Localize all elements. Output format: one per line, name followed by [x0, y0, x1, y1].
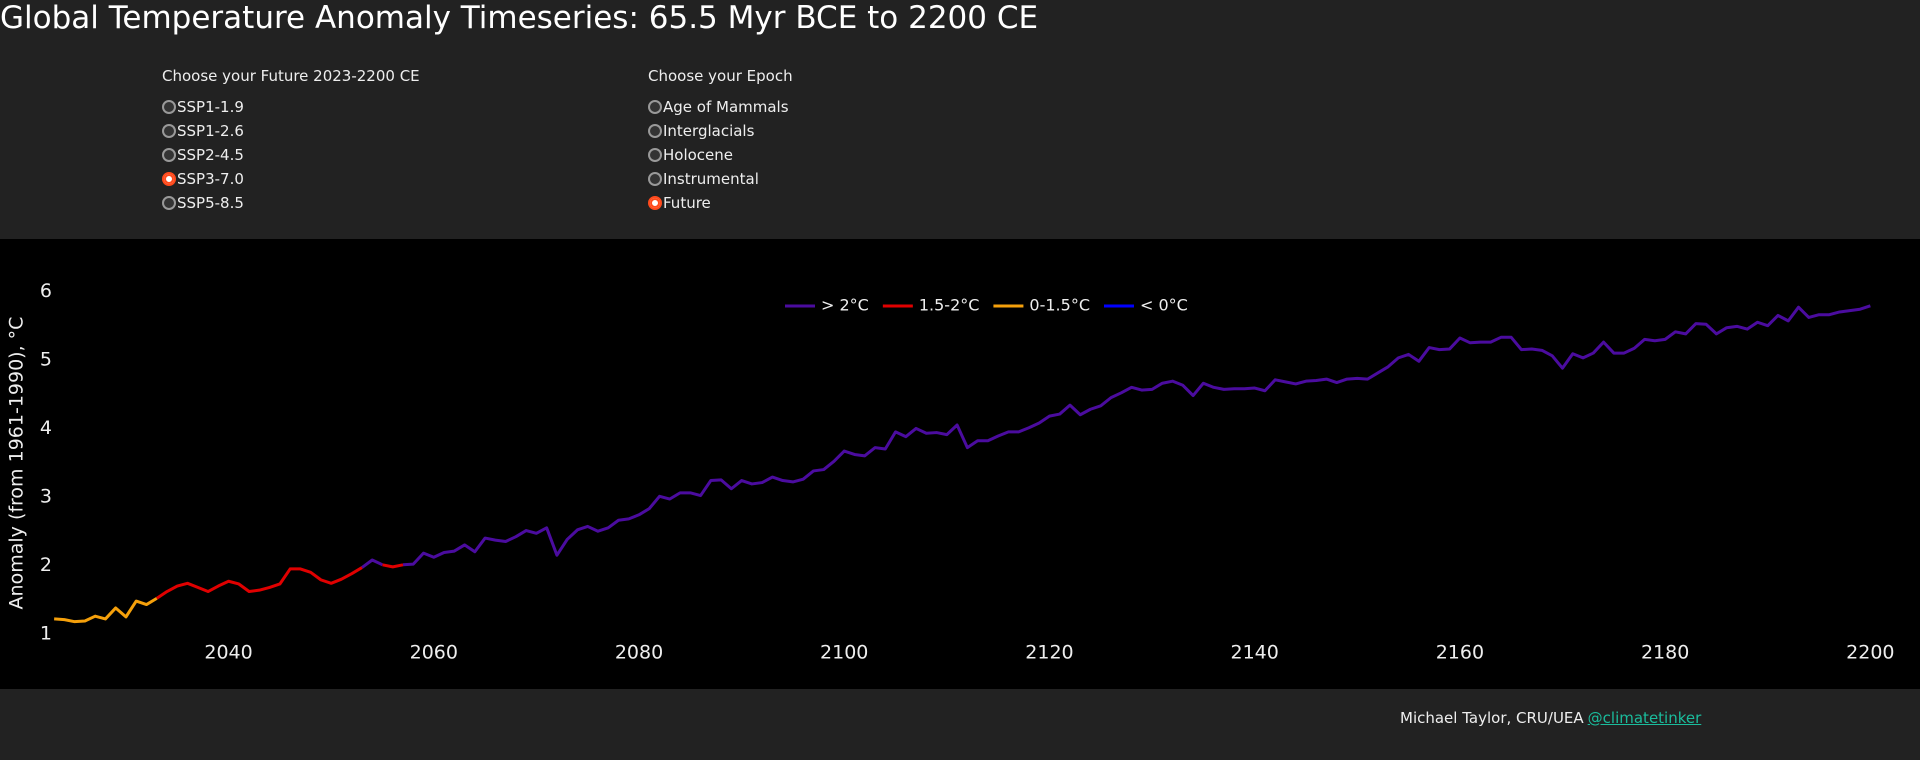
legend-label: 0-1.5°C	[1029, 296, 1090, 315]
credit: Michael Taylor, CRU/UEA @climatetinker	[1400, 709, 1701, 727]
x-tick-label: 2100	[820, 642, 868, 664]
radio-label[interactable]: SSP1-1.9	[177, 98, 244, 116]
radio-option[interactable]: Holocene	[648, 143, 793, 167]
series-line	[361, 304, 1871, 569]
y-tick-label: 4	[40, 417, 52, 439]
y-tick-label: 2	[40, 554, 52, 576]
credit-text: Michael Taylor, CRU/UEA	[1400, 709, 1584, 727]
radio-label[interactable]: SSP1-2.6	[177, 122, 244, 140]
radio-button[interactable]	[162, 124, 176, 138]
radio-button[interactable]	[162, 172, 176, 186]
x-tick-label: 2120	[1025, 642, 1073, 664]
x-tick-label: 2140	[1231, 642, 1279, 664]
radio-label[interactable]: SSP5-8.5	[177, 194, 244, 212]
x-tick-label: 2160	[1436, 642, 1484, 664]
radio-option[interactable]: Age of Mammals	[648, 95, 793, 119]
x-tick-label: 2080	[615, 642, 663, 664]
page-title: Global Temperature Anomaly Timeseries: 6…	[0, 0, 1039, 36]
radio-option[interactable]: SSP1-2.6	[162, 119, 420, 143]
radio-button[interactable]	[648, 172, 662, 186]
radio-label[interactable]: Holocene	[663, 146, 734, 164]
series-line	[155, 563, 404, 600]
radio-group-title: Choose your Future 2023-2200 CE	[162, 67, 420, 85]
y-axis-title: Anomaly (from 1961-1990), °C	[6, 317, 28, 610]
chart: 1 2 3 4 5 6 2040 2060 2080 2100 2120 2140 2160 2180 22…	[0, 239, 1920, 689]
radio-label[interactable]: SSP2-4.5	[177, 146, 244, 164]
radio-button[interactable]	[648, 100, 662, 114]
radio-group: Choose your Epoch Age of Mammals Interglac…	[648, 67, 793, 215]
legend-label: > 2°C	[821, 296, 869, 315]
footer: Michael Taylor, CRU/UEA @climatetinker	[0, 689, 1920, 760]
radio-option[interactable]: SSP1-1.9	[162, 95, 420, 119]
radio-label[interactable]: SSP3-7.0	[177, 170, 244, 188]
radio-option[interactable]: Future	[648, 191, 793, 215]
radio-option[interactable]: Interglacials	[648, 119, 793, 143]
y-tick-label: 6	[40, 280, 52, 302]
radio-button[interactable]	[162, 100, 176, 114]
radio-button[interactable]	[648, 124, 662, 138]
radio-option[interactable]: Instrumental	[648, 167, 793, 191]
radio-group-title: Choose your Epoch	[648, 67, 793, 85]
radio-option[interactable]: SSP3-7.0	[162, 167, 420, 191]
x-tick-label: 2060	[410, 642, 458, 664]
x-tick-label: 2180	[1641, 642, 1689, 664]
radio-button[interactable]	[162, 148, 176, 162]
x-tick-label: 2040	[204, 642, 252, 664]
y-tick-label: 5	[40, 348, 52, 370]
legend-label: < 0°C	[1140, 296, 1188, 315]
twitter-link[interactable]: @climatetinker	[1587, 709, 1702, 727]
series-line	[54, 597, 158, 624]
radio-option[interactable]: SSP2-4.5	[162, 143, 420, 167]
y-tick-label: 3	[40, 485, 52, 507]
radio-button[interactable]	[648, 196, 662, 210]
x-tick-label: 2200	[1846, 642, 1894, 664]
radio-label[interactable]: Future	[663, 194, 711, 212]
legend-label: 1.5-2°C	[919, 296, 980, 315]
radio-label[interactable]: Interglacials	[663, 122, 755, 140]
radio-group: Choose your Future 2023-2200 CE SSP1-1.9 S…	[162, 67, 420, 215]
radio-label[interactable]: Age of Mammals	[663, 98, 789, 116]
radio-label[interactable]: Instrumental	[663, 170, 759, 188]
radio-option[interactable]: SSP5-8.5	[162, 191, 420, 215]
radio-button[interactable]	[162, 196, 176, 210]
y-tick-label: 1	[40, 623, 52, 645]
radio-button[interactable]	[648, 148, 662, 162]
